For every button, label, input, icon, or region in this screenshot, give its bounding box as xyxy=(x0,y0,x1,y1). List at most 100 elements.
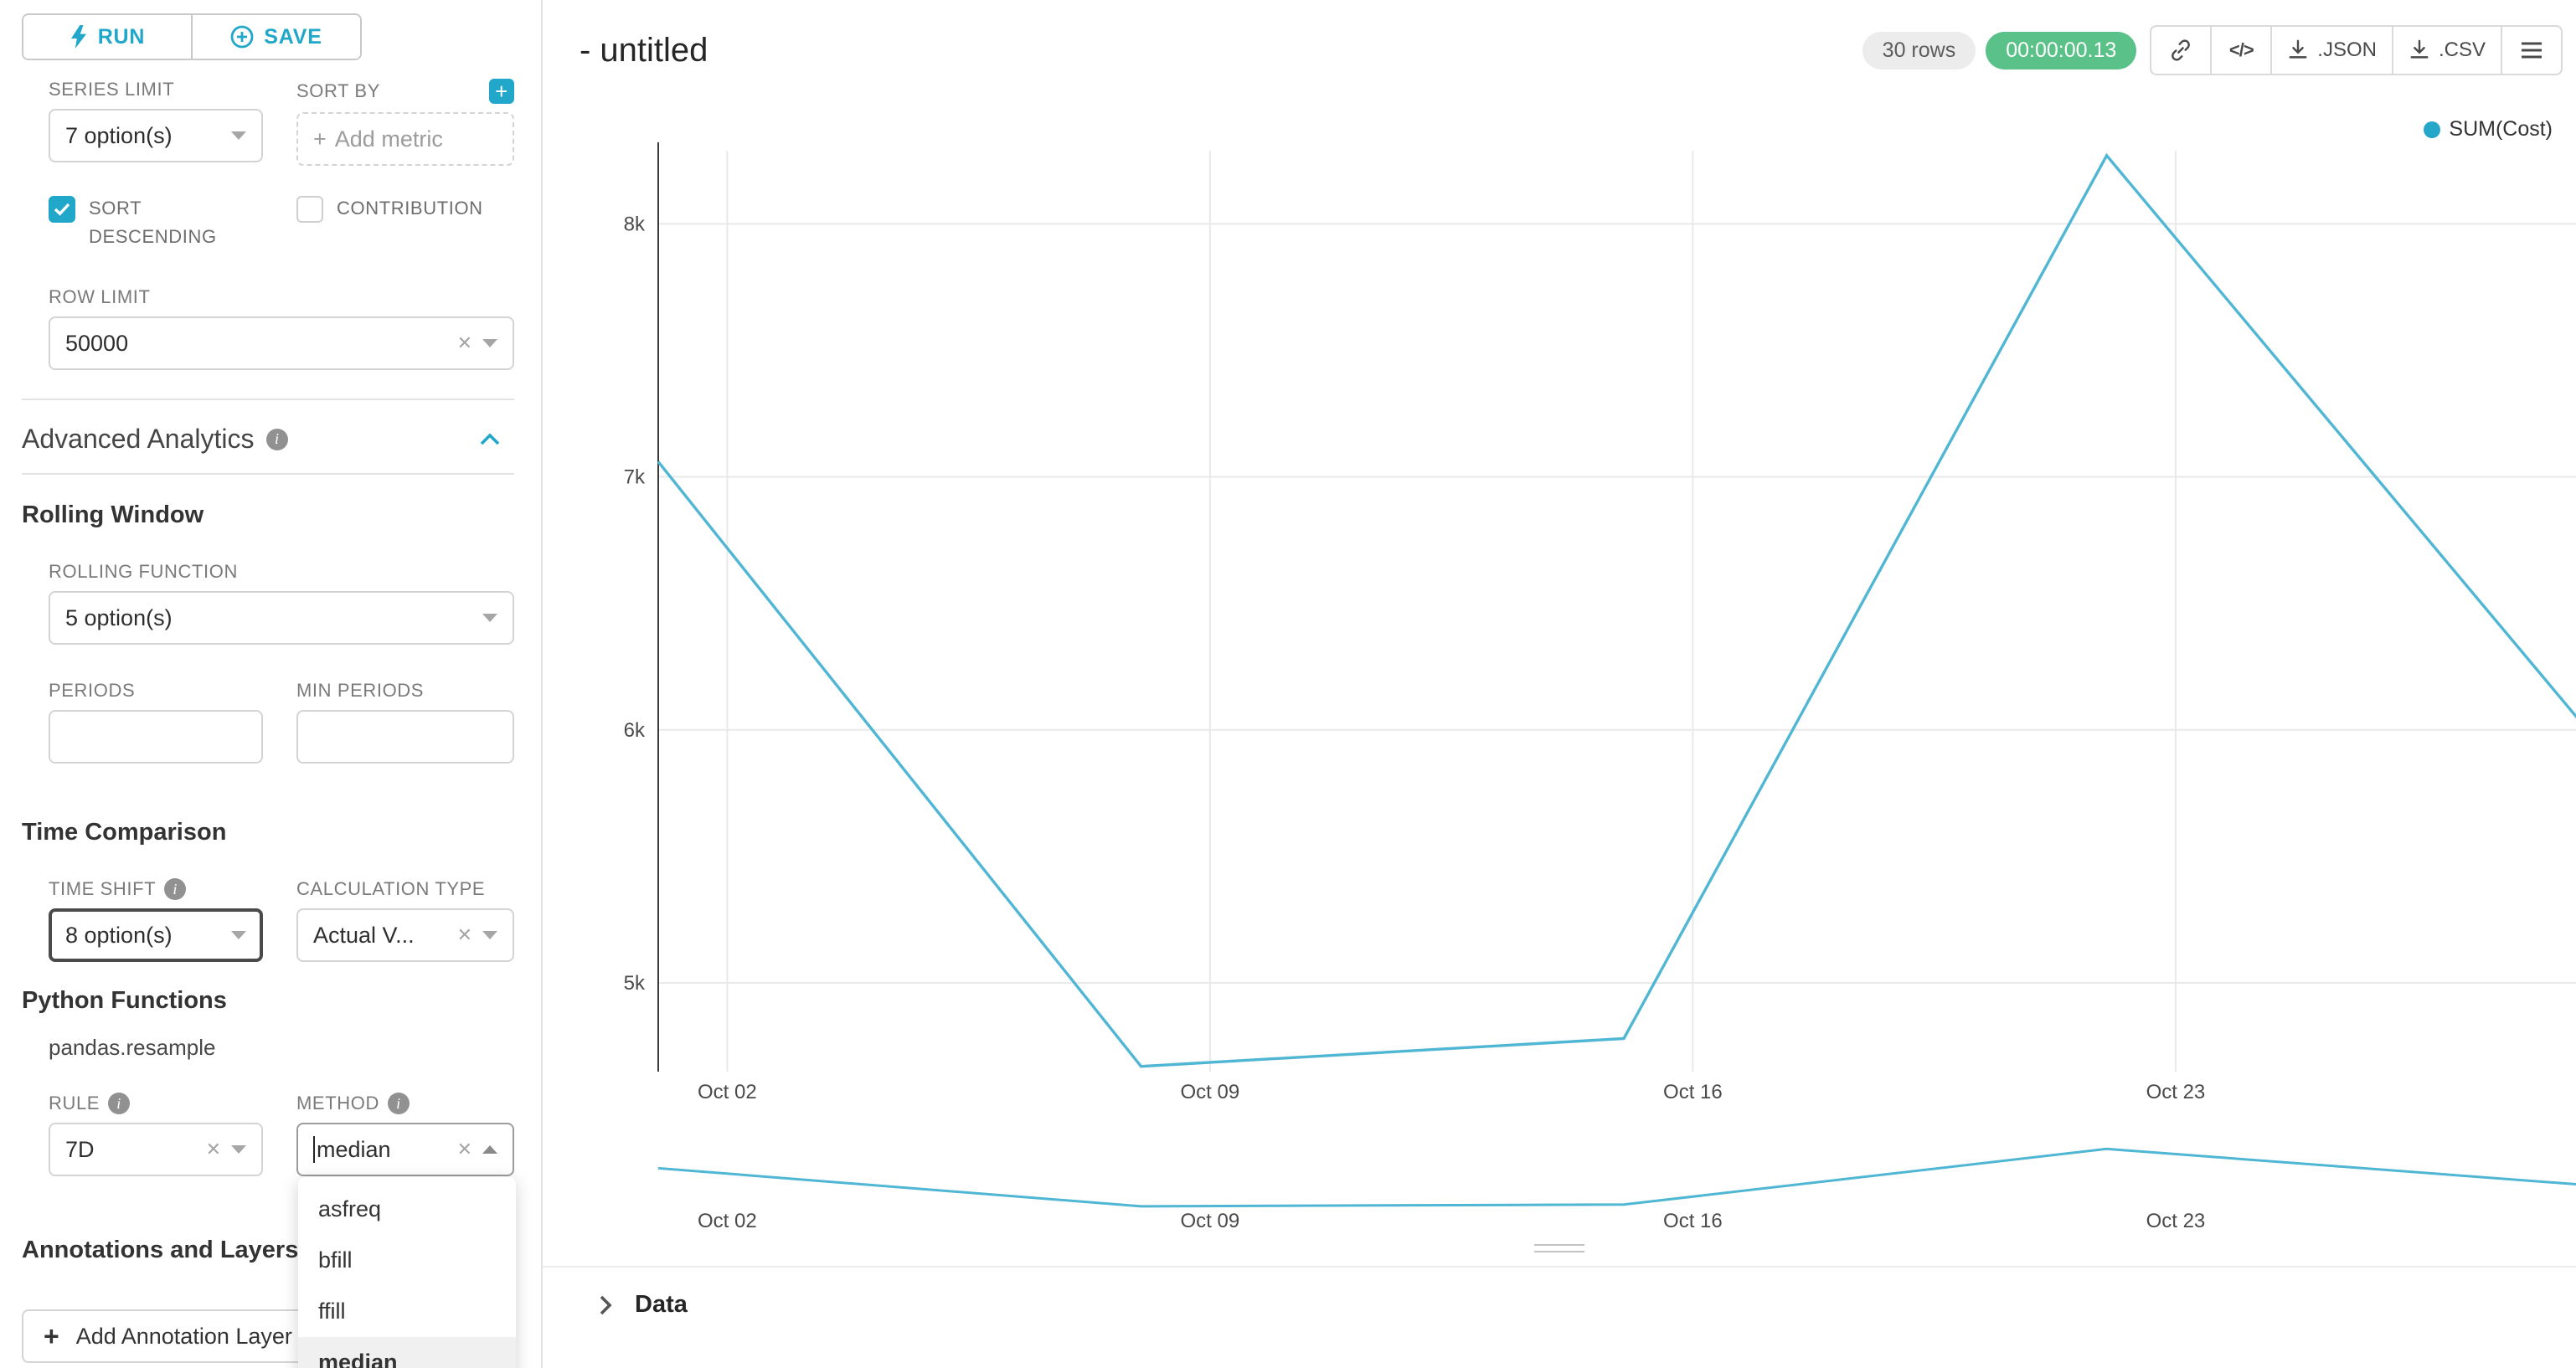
sort-descending-label: SORT DESCENDING xyxy=(89,198,217,248)
svg-text:5k: 5k xyxy=(624,972,646,995)
contribution-checkbox[interactable]: CONTRIBUTION xyxy=(296,194,514,251)
advanced-analytics-header[interactable]: Advanced Analytics i xyxy=(22,399,514,476)
export-json-button[interactable]: .JSON xyxy=(2270,25,2393,75)
copy-link-button[interactable] xyxy=(2150,25,2213,75)
rolling-function-select[interactable]: 5 option(s) xyxy=(49,591,514,645)
method-select[interactable]: median ✕ xyxy=(296,1123,514,1177)
chart-legend[interactable]: SUM(Cost) xyxy=(2424,117,2553,141)
info-icon: i xyxy=(387,1093,410,1115)
preview-strip-chart[interactable]: Oct 02 Oct 09 Oct 16 Oct 23 xyxy=(543,1130,2576,1234)
clear-icon[interactable]: ✕ xyxy=(456,924,472,946)
chevron-up-icon xyxy=(482,1145,497,1155)
time-shift-field: TIME SHIFT i 8 option(s) xyxy=(49,878,263,963)
clear-icon[interactable]: ✕ xyxy=(456,332,472,354)
info-icon: i xyxy=(164,878,187,901)
sort-by-label: SORT BY + xyxy=(296,79,514,104)
contribution-label: CONTRIBUTION xyxy=(337,198,483,219)
link-icon xyxy=(2172,39,2191,61)
code-icon: </> xyxy=(2228,39,2254,60)
menu-item-2[interactable]: ffill xyxy=(318,1299,346,1324)
svg-text:Oct 16: Oct 16 xyxy=(1663,1210,1723,1232)
plus-icon: + xyxy=(313,126,327,152)
resize-handle[interactable] xyxy=(543,1244,2576,1252)
legend-label: SUM(Cost) xyxy=(2449,117,2553,141)
chevron-down-icon xyxy=(482,614,497,623)
sort-by-field: SORT BY + + Add metric xyxy=(296,79,514,166)
annotations-title: Annotations and Layers xyxy=(22,1237,299,1264)
calculation-type-field: CALCULATION TYPE Actual V... ✕ xyxy=(296,878,514,963)
svg-text:Oct 09: Oct 09 xyxy=(1181,1081,1240,1103)
sort-by-placeholder: Add metric xyxy=(334,126,443,152)
advanced-analytics-title: Advanced Analytics xyxy=(22,424,255,455)
method-label: METHOD i xyxy=(296,1093,514,1115)
embed-code-button[interactable]: </> xyxy=(2210,25,2273,75)
svg-text:8k: 8k xyxy=(624,213,646,235)
text-cursor xyxy=(313,1136,315,1164)
svg-text:Oct 23: Oct 23 xyxy=(2146,1210,2206,1232)
control-panel: RUN SAVE SERIES LIMIT 7 option(s) SOR xyxy=(0,0,543,1368)
sort-descending-checkbox[interactable]: SORT DESCENDING xyxy=(49,194,263,251)
time-comparison-title: Time Comparison xyxy=(22,819,227,846)
calculation-type-label: CALCULATION TYPE xyxy=(296,878,486,900)
save-button[interactable]: SAVE xyxy=(191,15,360,59)
min-periods-input[interactable] xyxy=(296,710,514,764)
calculation-type-value: Actual V... xyxy=(313,922,415,948)
row-limit-label: ROW LIMIT xyxy=(49,286,151,308)
chevron-down-icon xyxy=(482,931,497,940)
menu-item-1[interactable]: bfill xyxy=(318,1247,353,1273)
svg-text:Oct 16: Oct 16 xyxy=(1663,1081,1723,1103)
series-limit-field: SERIES LIMIT 7 option(s) xyxy=(49,79,263,166)
chevron-down-icon xyxy=(231,931,246,940)
line-chart[interactable]: Oct 02 Oct 09 Oct 16 Oct 23 5k 6k 7k 8k xyxy=(543,92,2576,1122)
chart-title[interactable]: - untitled xyxy=(580,31,708,69)
add-metric-plus-icon[interactable]: + xyxy=(489,79,514,104)
clear-icon[interactable]: ✕ xyxy=(456,1139,472,1160)
chevron-up-icon xyxy=(480,433,500,445)
svg-text:Oct 23: Oct 23 xyxy=(2146,1081,2206,1103)
calculation-type-select[interactable]: Actual V... ✕ xyxy=(296,908,514,963)
checkbox-unchecked-icon xyxy=(296,196,323,223)
plus-circle-icon xyxy=(230,25,254,49)
series-limit-select[interactable]: 7 option(s) xyxy=(49,109,263,162)
chart-header: - untitled 30 rows 00:00:00.13 </> .JSON… xyxy=(543,0,2576,84)
periods-input[interactable] xyxy=(49,710,263,764)
row-limit-value: 50000 xyxy=(65,330,129,356)
time-shift-select[interactable]: 8 option(s) xyxy=(49,908,263,963)
chevron-down-icon xyxy=(482,339,497,348)
row-limit-field: ROW LIMIT 50000 ✕ xyxy=(49,286,514,371)
download-icon xyxy=(2289,39,2307,59)
query-timer-badge: 00:00:00.13 xyxy=(1986,31,2137,69)
rolling-window-title: Rolling Window xyxy=(22,501,204,529)
run-button[interactable]: RUN xyxy=(23,15,191,59)
chevron-right-icon xyxy=(600,1295,612,1314)
data-panel-toggle[interactable]: Data xyxy=(543,1266,2576,1342)
save-label: SAVE xyxy=(264,24,322,49)
clear-icon[interactable]: ✕ xyxy=(205,1139,221,1160)
add-annotation-label: Add Annotation Layer xyxy=(75,1323,292,1349)
svg-text:Oct 02: Oct 02 xyxy=(698,1210,757,1232)
menu-item-0[interactable]: asfreq xyxy=(318,1196,382,1221)
lightning-icon xyxy=(70,25,86,49)
export-button-group: </> .JSON .CSV xyxy=(2150,25,2563,75)
json-label: .JSON xyxy=(2317,39,2377,61)
rule-value: 7D xyxy=(65,1136,95,1162)
series-limit-label: SERIES LIMIT xyxy=(49,79,175,100)
export-csv-button[interactable]: .CSV xyxy=(2391,25,2502,75)
rule-select[interactable]: 7D ✕ xyxy=(49,1123,263,1177)
method-dropdown-menu: asfreq bfill ffill median xyxy=(298,1177,516,1368)
info-icon: i xyxy=(265,428,288,450)
svg-text:6k: 6k xyxy=(624,719,646,742)
menu-button[interactable] xyxy=(2501,25,2563,75)
menu-item-3[interactable]: median xyxy=(298,1337,516,1368)
plus-icon: + xyxy=(44,1321,59,1352)
svg-text:Oct 02: Oct 02 xyxy=(698,1081,757,1103)
periods-label: PERIODS xyxy=(49,680,136,702)
row-limit-select[interactable]: 50000 ✕ xyxy=(49,316,514,371)
series-limit-value: 7 option(s) xyxy=(65,122,173,148)
hamburger-icon xyxy=(2522,42,2542,59)
run-label: RUN xyxy=(97,24,146,49)
sort-by-select[interactable]: + Add metric xyxy=(296,112,514,166)
rolling-function-field: ROLLING FUNCTION 5 option(s) xyxy=(49,561,514,645)
time-shift-value: 8 option(s) xyxy=(65,922,173,948)
